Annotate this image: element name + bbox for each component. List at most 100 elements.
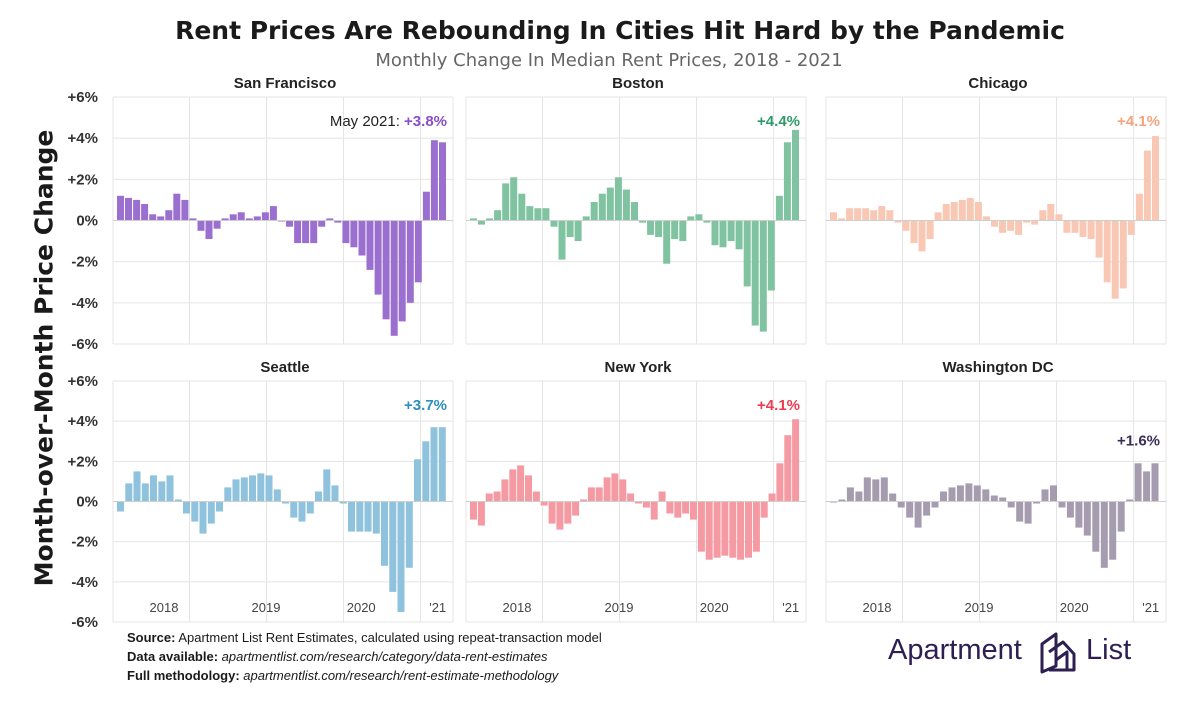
bar-4-40 (784, 435, 792, 502)
bar-4-26 (674, 501, 682, 518)
bar-5-8 (897, 501, 905, 508)
bar-1-39 (783, 142, 791, 221)
bar-3-8 (183, 501, 190, 514)
bar-1-14 (582, 216, 590, 221)
bar-2-23 (1015, 220, 1023, 235)
bar-0-32 (374, 220, 382, 295)
bar-0-23 (302, 220, 310, 244)
bar-1-15 (590, 202, 598, 221)
panel-title: New York (605, 359, 673, 376)
y-tick-label: -2% (71, 254, 98, 271)
panel-title: San Francisco (234, 75, 337, 92)
bar-3-27 (339, 501, 347, 504)
bar-1-8 (534, 208, 542, 221)
bar-1-4 (502, 183, 510, 221)
bar-1-2 (486, 218, 494, 221)
footer-methodology: Full methodology: apartmentlist.com/rese… (127, 668, 558, 683)
bar-3-24 (315, 491, 322, 502)
bar-2-37 (1127, 220, 1135, 235)
bar-0-9 (189, 218, 197, 221)
bar-0-29 (350, 220, 358, 248)
bar-4-20 (627, 493, 635, 502)
footer-method-label: Full methodology: (127, 668, 240, 683)
bar-4-37 (760, 501, 768, 518)
bar-3-25 (323, 469, 331, 502)
y-tick-label: -4% (71, 295, 98, 312)
bar-0-12 (213, 220, 221, 229)
bar-2-6 (878, 206, 886, 221)
bar-0-26 (326, 218, 334, 221)
chart-title: Rent Prices Are Rebounding In Cities Hit… (175, 16, 1065, 45)
bar-4-12 (564, 501, 572, 524)
bar-1-5 (510, 177, 518, 221)
bar-5-17 (973, 485, 981, 502)
bar-5-7 (889, 493, 897, 502)
footer-method-text: apartmentlist.com/research/rent-estimate… (243, 668, 559, 683)
bar-4-6 (517, 465, 525, 502)
bar-4-19 (619, 479, 627, 502)
bar-0-34 (390, 220, 398, 336)
bar-5-27 (1058, 501, 1066, 508)
bar-0-7 (173, 193, 181, 221)
bar-5-34 (1117, 501, 1125, 532)
bar-0-0 (117, 195, 124, 221)
bar-2-2 (846, 208, 854, 221)
bar-5-38 (1151, 463, 1159, 502)
bar-3-33 (389, 501, 397, 592)
bar-1-23 (655, 220, 663, 237)
bar-3-0 (117, 501, 124, 512)
bar-5-37 (1143, 471, 1151, 502)
y-tick-label: +2% (68, 453, 98, 470)
bar-5-33 (1109, 501, 1117, 560)
bar-0-25 (318, 220, 326, 227)
bar-4-41 (792, 419, 800, 502)
bar-0-8 (181, 199, 189, 221)
bar-0-33 (382, 220, 390, 320)
bar-1-22 (647, 220, 655, 235)
x-tick-label: 2020 (700, 600, 729, 615)
bar-3-39 (438, 427, 446, 502)
bar-2-21 (999, 220, 1006, 233)
x-tick-label: 2020 (347, 600, 376, 615)
x-tick-label: 2019 (605, 600, 634, 615)
bar-4-5 (509, 469, 517, 502)
bar-2-22 (1007, 220, 1015, 231)
y-tick-label: -6% (71, 336, 98, 353)
bar-1-7 (526, 206, 534, 221)
x-tick-label: '21 (429, 600, 446, 615)
bar-4-33 (729, 501, 737, 558)
bar-2-14 (942, 204, 950, 221)
bar-1-9 (542, 208, 550, 221)
bar-1-29 (703, 220, 711, 223)
bar-2-11 (918, 220, 926, 252)
bar-4-4 (501, 479, 509, 502)
apartment-list-logo-icon (1040, 632, 1076, 674)
x-tick-label: 2018 (150, 600, 179, 615)
bar-0-3 (141, 204, 149, 221)
bar-1-10 (550, 220, 558, 227)
bar-2-17 (966, 197, 974, 221)
bar-2-0 (830, 212, 837, 221)
panel-title: Washington DC (942, 359, 1053, 376)
y-tick-label: +6% (68, 89, 98, 106)
y-tick-label: +6% (68, 373, 98, 390)
bar-1-35 (751, 220, 759, 326)
brand-word-list: List (1086, 634, 1132, 666)
bar-5-15 (956, 485, 964, 502)
bar-0-21 (286, 220, 293, 227)
bar-3-14 (232, 479, 240, 502)
bar-5-35 (1126, 499, 1134, 502)
bar-1-11 (558, 220, 566, 260)
bar-1-21 (639, 220, 646, 223)
bar-3-37 (422, 441, 430, 502)
bar-0-1 (125, 197, 132, 221)
annotation-prefix: May 2021: (330, 113, 404, 130)
bar-3-35 (405, 501, 413, 568)
bar-4-31 (713, 501, 721, 558)
bar-5-24 (1033, 501, 1041, 504)
annotation-value: +1.6% (1117, 432, 1160, 449)
bar-2-7 (886, 210, 894, 221)
bar-1-30 (711, 220, 719, 246)
bar-2-38 (1135, 193, 1143, 221)
